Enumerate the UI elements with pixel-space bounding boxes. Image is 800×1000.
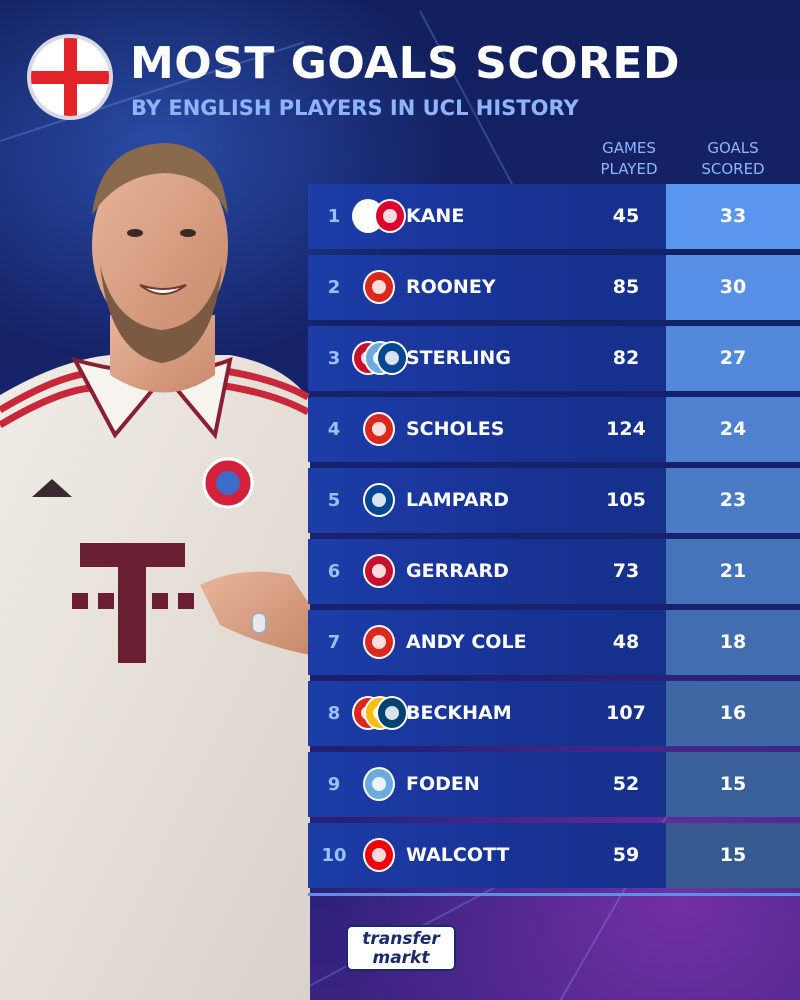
rank-number: 6 [327,561,341,582]
player-name: WALCOTT [406,844,510,866]
goals-cell-background [666,468,800,533]
club-crests [352,554,406,590]
chelsea-crest-icon [376,341,408,375]
goals-scored-value: 30 [719,276,747,298]
table-row: 4 SCHOLES 124 24 [308,397,800,462]
goals-scored-value: 15 [719,773,747,795]
chelsea-crest-icon [363,483,395,517]
games-played-value: 107 [606,702,646,724]
rank-number: 1 [327,206,341,227]
table-row: 3 STERLING 82 27 [308,326,800,391]
man-united-crest-icon [363,625,395,659]
man-united-crest-icon [363,270,395,304]
games-played-value: 85 [612,276,640,298]
column-header-goals: GOALS SCORED [701,139,765,178]
club-crests [352,696,408,732]
player-photo [0,143,310,1000]
table-row: 8 BECKHAM 107 16 [308,681,800,746]
goals-scored-value: 33 [719,205,747,227]
goals-scored-value: 21 [719,560,747,582]
club-crests [352,838,406,874]
goals-scored-value: 24 [719,418,747,440]
player-name: LAMPARD [406,489,510,511]
table-row: 2 ROONEY 85 30 [308,255,800,320]
man-united-crest-icon [363,412,395,446]
man-city-crest-icon [363,767,395,801]
rank-number: 8 [327,703,341,724]
bayern-crest-icon [374,199,406,233]
liverpool-crest-icon [363,554,395,588]
rank-number: 10 [321,845,347,866]
player-name: STERLING [406,347,511,369]
goals-scored-value: 27 [719,347,747,369]
table-row: 10 WALCOTT 59 15 [308,823,800,888]
goals-cell-background [666,397,800,462]
table-row: 7 ANDY COLE 48 18 [308,610,800,675]
games-played-value: 105 [606,489,646,511]
column-header-games: GAMES PLAYED [600,139,658,178]
goals-cell-background [666,255,800,320]
rank-number: 5 [327,490,341,511]
rank-number: 9 [327,774,341,795]
rank-number: 3 [327,348,341,369]
table-row: 5 LAMPARD 105 23 [308,468,800,533]
player-name: SCHOLES [406,418,505,440]
player-name: ROONEY [406,276,496,298]
player-name: ANDY COLE [406,631,527,653]
goals-scored-value: 18 [719,631,747,653]
goals-cell-background [666,681,800,746]
goals-cell-background [666,539,800,604]
games-played-value: 48 [612,631,640,653]
player-name: BECKHAM [406,702,512,724]
goals-cell-background [666,610,800,675]
club-crests [352,625,406,661]
games-played-value: 73 [612,560,640,582]
rank-number: 4 [327,419,341,440]
games-played-value: 59 [612,844,640,866]
goals-scored-value: 16 [719,702,747,724]
club-crests [352,483,406,519]
page-subtitle: BY ENGLISH PLAYERS IN UCL HISTORY [131,96,579,120]
games-played-value: 82 [612,347,640,369]
table-bottom-rule [308,893,800,896]
arsenal-crest-icon [363,838,395,872]
page-title: MOST GOALS SCORED [130,38,680,89]
games-played-value: 52 [612,773,640,795]
rank-number: 2 [327,277,341,298]
goals-scored-value: 23 [719,489,747,511]
player-name: FODEN [406,773,480,795]
club-crests [352,270,406,306]
goals-cell-background [666,823,800,888]
england-flag-icon [27,34,113,120]
table-row: 6 GERRARD 73 21 [308,539,800,604]
games-played-value: 45 [612,205,640,227]
transfermarkt-logo: transfer markt [346,925,456,971]
club-crests [352,341,408,377]
games-played-value: 124 [606,418,646,440]
goals-scored-value: 15 [719,844,747,866]
goals-cell-background [666,326,800,391]
table-row: 1 KANE 45 33 [308,184,800,249]
table-row: 9 FODEN 52 15 [308,752,800,817]
club-crests [352,199,406,235]
rank-number: 7 [327,632,341,653]
player-name: KANE [406,205,465,227]
club-crests [352,767,406,803]
goals-cell-background [666,184,800,249]
player-name: GERRARD [406,560,509,582]
goals-cell-background [666,752,800,817]
psg-crest-icon [376,696,408,730]
club-crests [352,412,406,448]
